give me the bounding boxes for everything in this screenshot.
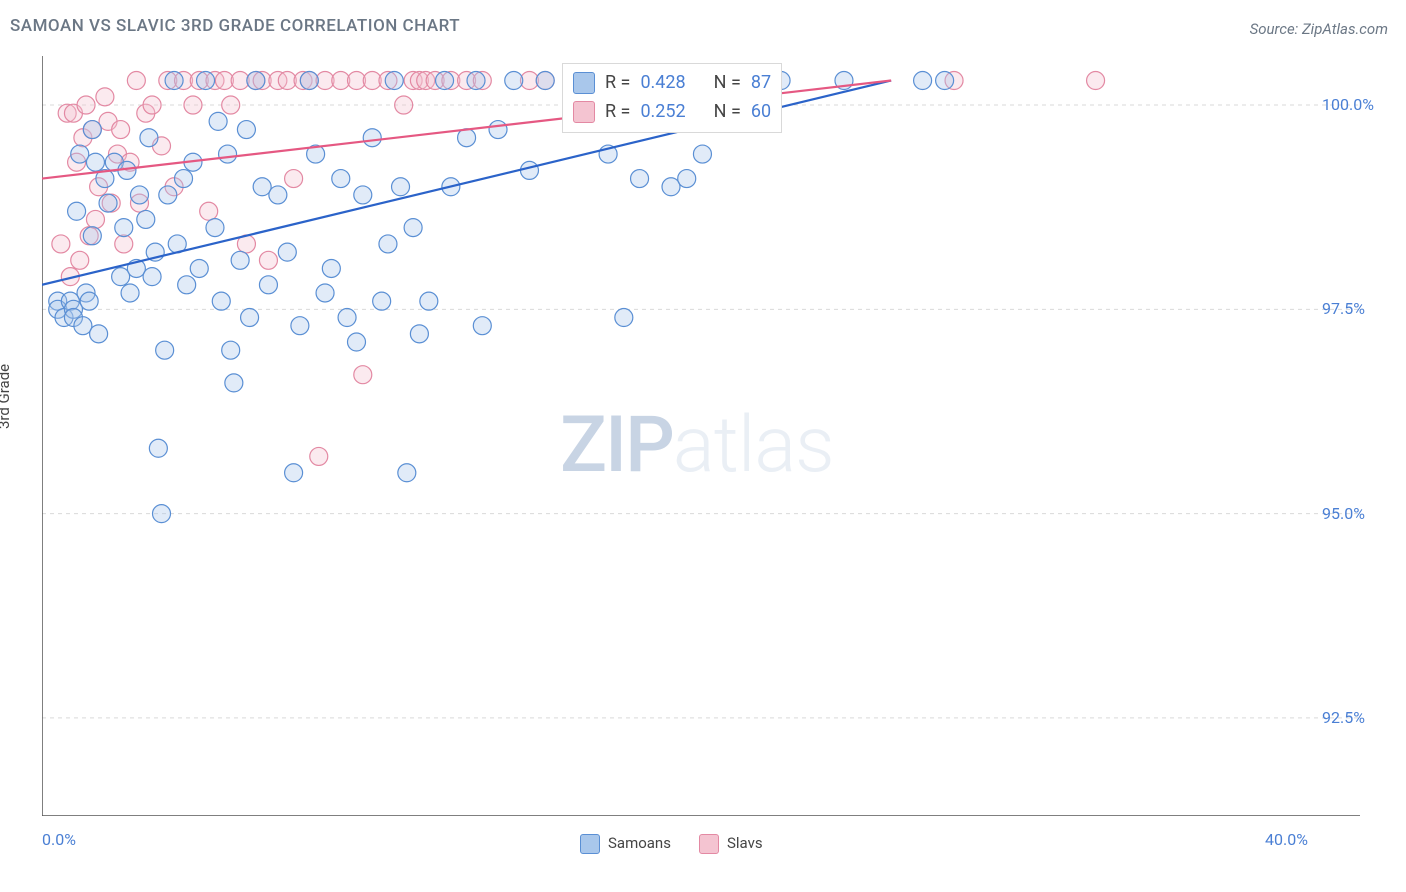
x-tick-label: 40.0% [1265, 830, 1308, 849]
stat-r-label: R = [605, 69, 630, 98]
y-tick-label: 97.5% [1322, 299, 1365, 318]
legend-label: Slavs [727, 834, 763, 852]
plot-area [42, 56, 1392, 816]
chart-title: SAMOAN VS SLAVIC 3RD GRADE CORRELATION C… [10, 16, 460, 36]
y-tick-label: 92.5% [1322, 708, 1365, 727]
legend-item: Samoans [580, 834, 671, 854]
stat-n-value: 87 [751, 69, 771, 98]
stat-r-value: 0.428 [640, 69, 685, 98]
stat-row: R = 0.252 N = 60 [573, 98, 771, 127]
correlation-chart: SAMOAN VS SLAVIC 3RD GRADE CORRELATION C… [0, 0, 1406, 892]
stat-n-label: N = [714, 98, 741, 127]
stat-r-value: 0.252 [640, 98, 685, 127]
stat-r-label: R = [605, 98, 630, 127]
stat-row: R = 0.428 N = 87 [573, 69, 771, 98]
correlation-stat-box: R = 0.428 N = 87 R = 0.252 N = 60 [562, 63, 782, 133]
stat-n-value: 60 [751, 98, 771, 127]
source-attribution: Source: ZipAtlas.com [1250, 20, 1388, 38]
legend: Samoans Slavs [580, 834, 763, 854]
stat-swatch [573, 72, 595, 94]
stat-n-label: N = [714, 69, 741, 98]
legend-item: Slavs [699, 834, 763, 854]
legend-label: Samoans [608, 834, 671, 852]
x-tick-label: 0.0% [42, 830, 76, 849]
y-axis-label: 3rd Grade [0, 364, 13, 429]
y-tick-label: 100.0% [1322, 95, 1374, 114]
legend-swatch [580, 834, 600, 854]
y-tick-label: 95.0% [1322, 504, 1365, 523]
legend-swatch [699, 834, 719, 854]
stat-swatch [573, 101, 595, 123]
